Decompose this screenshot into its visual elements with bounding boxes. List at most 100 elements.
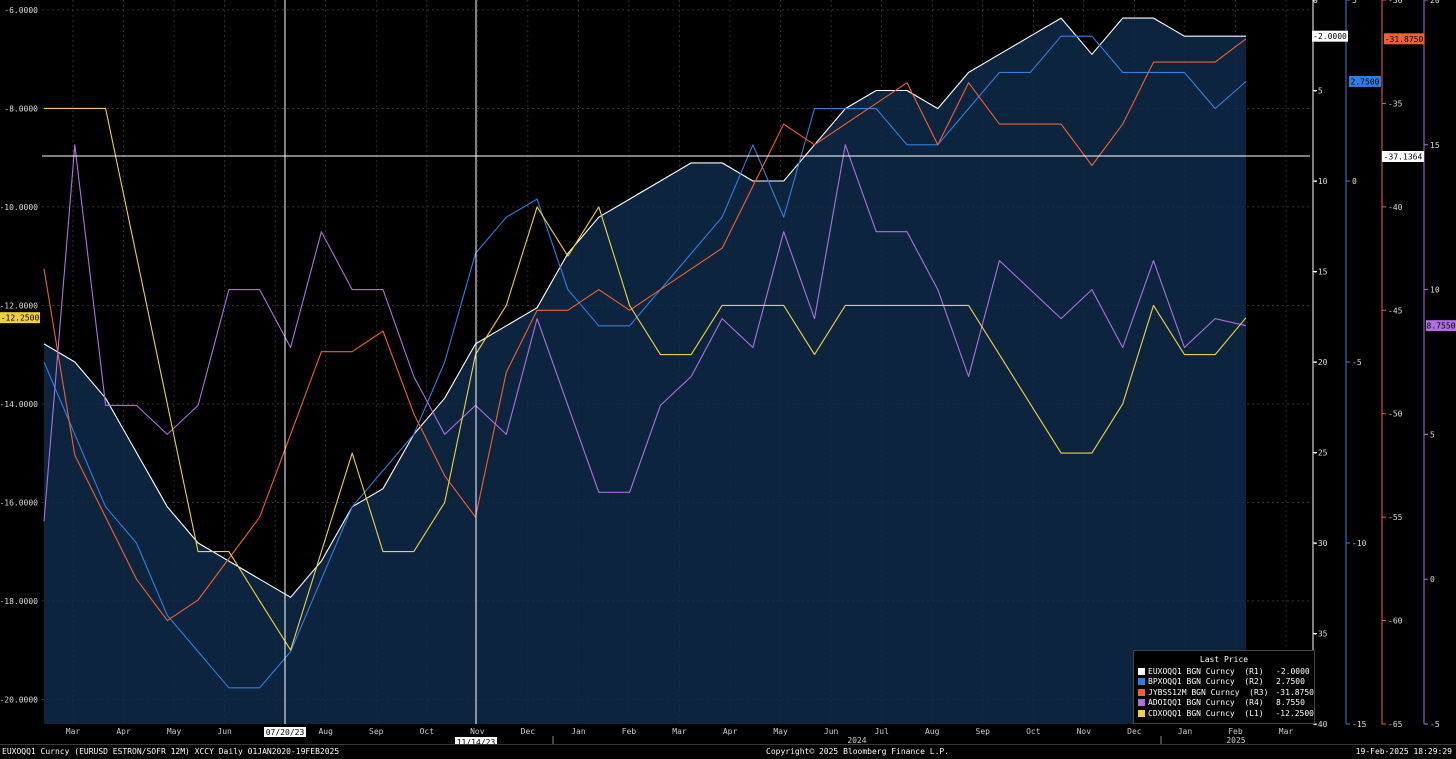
x-tick-label-11: Feb (622, 727, 637, 736)
x-tick-label-21: Dec (1127, 727, 1142, 736)
legend-label-bpxoqq1: BPXOQQ1 BGN Curncy (R2) (1148, 677, 1264, 687)
x-tick-label-20: Nov (1077, 727, 1092, 736)
crosshair-date-box-2 (455, 737, 497, 747)
axis-label-R4-2: 10 (1430, 286, 1440, 295)
series-line-1 (43, 35, 1247, 689)
legend-value-adoiqq1: 8.7550 (1276, 698, 1305, 708)
last-value-box-R4 (1426, 320, 1456, 332)
axis-label-R1-8: -40 (1313, 720, 1328, 729)
l1-tick-1: -8.0000 (4, 104, 38, 113)
footer-security-description: EUXOQQ1 Curncy (EURUSD ESTRON/SOFR 12M) … (2, 747, 340, 756)
series-line-0 (43, 17, 1246, 598)
axis-label-R3-1: -35 (1388, 99, 1403, 108)
crosshair-date-box-1 (264, 727, 306, 737)
legend-swatch-euxoqq1 (1138, 667, 1145, 675)
year-label-2025: 2025 (1226, 736, 1245, 745)
legend-title: Last Price (1199, 655, 1249, 664)
legend-swatch-bpxoqq1 (1138, 678, 1145, 686)
legend-value-cdxoqq1: -12.2500 (1275, 708, 1314, 718)
x-tick-label-18: Sep (976, 727, 991, 736)
series-line-2 (43, 38, 1247, 622)
last-value-R4: 8.7550 (1427, 322, 1456, 331)
axis-label-R1-6: -30 (1313, 539, 1328, 548)
chart-footer: EUXOQQ1 Curncy (EURUSD ESTRON/SOFR 12M) … (0, 744, 1456, 759)
axis-label-R3-7: -65 (1388, 720, 1403, 729)
x-tick-label-19: Oct (1026, 727, 1041, 736)
x-tick-label-16: Jul (874, 727, 889, 736)
axis-label-R2-2: -5 (1352, 358, 1362, 367)
x-tick-label-8: Nov (470, 727, 485, 736)
legend-row-bpxoqq1: BPXOQQ1 BGN Curncy (R2) 2.7500 (1134, 677, 1314, 688)
x-tick-label-7: Oct (420, 727, 435, 736)
axis-label-R2-3: -10 (1352, 539, 1367, 548)
x-tick-label-9: Dec (521, 727, 536, 736)
l1-tick-6: -18.0000 (0, 597, 38, 606)
series-line-3 (43, 144, 1247, 522)
x-tick-label-12: Mar (672, 727, 687, 736)
l1-tick-2: -10.0000 (0, 203, 38, 212)
x-tick-label-13: Apr (723, 727, 738, 736)
l1-tick-3: -12.0000 (0, 301, 38, 310)
footer-timestamp: 19-Feb-2025 18:29:29 (1355, 747, 1452, 756)
axis-label-R1-1: -5 (1313, 87, 1323, 96)
x-tick-label-5: Aug (318, 727, 333, 736)
axis-label-R3-4: -50 (1388, 410, 1403, 419)
x-tick-label-10: Jan (571, 727, 586, 736)
legend-row-adoiqq1: ADOIQQ1 BGN Curncy (R4) 8.7550 (1134, 698, 1314, 709)
legend-swatch-jybss12m (1138, 688, 1145, 696)
axis-label-R2-1: 0 (1352, 177, 1357, 186)
axis-label-R4-0: 20 (1430, 0, 1440, 5)
legend-label-jybss12m: JYBSS12M BGN Curncy (R3) (1148, 687, 1269, 697)
last-value-R2: 2.7500 (1351, 77, 1380, 86)
legend-value-euxoqq1: -2.0000 (1276, 666, 1310, 676)
legend-swatch-adoiqq1 (1138, 699, 1145, 707)
axis-label-R1-0: 0 (1313, 0, 1318, 5)
axis-label-R2-4: -15 (1352, 720, 1367, 729)
series-fill-0 (44, 18, 1246, 725)
series-line-4 (44, 107, 1247, 651)
legend-row-jybss12m: JYBSS12M BGN Curncy (R3) -31.8750 (1134, 687, 1314, 698)
axis-label-R4-4: 0 (1430, 575, 1435, 584)
l1-tick-7: -20.0000 (0, 695, 38, 704)
x-tick-label-3: Jun (217, 727, 232, 736)
axis-label-R1-4: -20 (1313, 358, 1328, 367)
legend-value-jybss12m: -31.8750 (1275, 687, 1314, 697)
axis-label-R3-6: -60 (1388, 617, 1403, 626)
x-tick-label-2: May (167, 727, 182, 736)
chart-legend: Last Price EUXOQQ1 BGN Curncy (R1) -2.00… (1133, 650, 1315, 724)
l1-tick-0: -6.0000 (4, 6, 38, 15)
legend-value-bpxoqq1: 2.7500 (1276, 677, 1305, 687)
legend-label-euxoqq1: EUXOQQ1 BGN Curncy (R1) (1148, 666, 1264, 676)
axis-label-R1-5: -25 (1313, 449, 1328, 458)
legend-label-cdxoqq1: CDXOQQ1 BGN Curncy (L1) (1148, 708, 1264, 718)
x-tick-label-0: Mar (66, 727, 81, 736)
last-value-box-R2 (1349, 75, 1381, 87)
crosshair-value-box (1382, 151, 1424, 162)
x-tick-label-14: May (773, 727, 788, 736)
footer-copyright: Copyright© 2025 Bloomberg Finance L.P. (766, 747, 950, 756)
x-tick-label-22: Jan (1178, 727, 1193, 736)
axis-label-R3-5: -55 (1388, 513, 1403, 522)
x-tick-label-24: Mar (1279, 727, 1294, 736)
x-tick-label-15: Jun (824, 727, 839, 736)
x-tick-label-23: Feb (1228, 727, 1243, 736)
last-value-R3: -31.8750 (1385, 35, 1424, 44)
axis-label-R1-7: -35 (1313, 630, 1328, 639)
axis-label-R1-2: -10 (1313, 177, 1328, 186)
axis-label-R4-3: 5 (1430, 430, 1435, 439)
axis-label-R4-5: -5 (1430, 720, 1440, 729)
l1-tick-4: -14.0000 (0, 400, 38, 409)
x-tick-label-6: Sep (369, 727, 384, 736)
year-label-2024: 2024 (847, 736, 866, 745)
x-tick-label-17: Aug (925, 727, 940, 736)
crosshair-date-1: 07/20/23 (266, 728, 305, 737)
legend-label-adoiqq1: ADOIQQ1 BGN Curncy (R4) (1148, 698, 1264, 708)
last-value-R1: -2.0000 (1313, 32, 1347, 41)
l1-tick-5: -16.0000 (0, 498, 38, 507)
legend-row-euxoqq1: EUXOQQ1 BGN Curncy (R1) -2.0000 (1134, 666, 1314, 677)
axis-label-R3-0: -30 (1388, 0, 1403, 5)
legend-swatch-cdxoqq1 (1138, 709, 1145, 717)
crosshair-date-2: 11/14/23 (457, 738, 496, 747)
axis-label-R3-2: -40 (1388, 203, 1403, 212)
